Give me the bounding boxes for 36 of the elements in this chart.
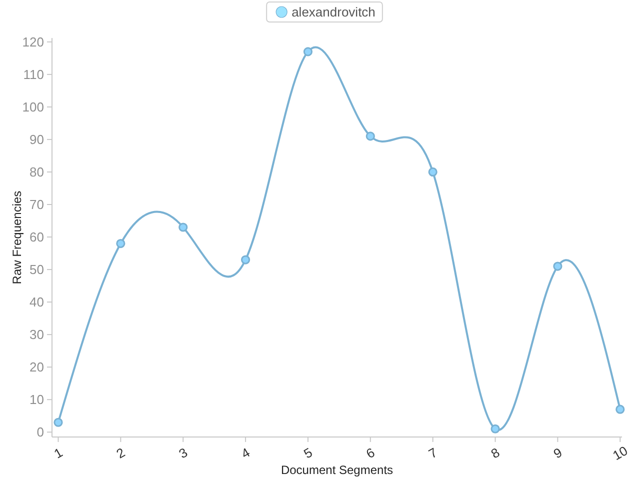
x-tick-label: 10 — [610, 442, 630, 464]
y-tick-label: 10 — [30, 392, 44, 408]
point — [178, 222, 188, 232]
point — [616, 404, 625, 414]
y-tick-label: 120 — [22, 34, 44, 50]
point — [366, 132, 375, 141]
point — [303, 47, 313, 56]
y-tick-label: 110 — [23, 66, 44, 82]
y-tick-label: 0 — [36, 424, 44, 440]
y-tick-label: 70 — [30, 197, 44, 212]
point — [240, 255, 250, 264]
x-tick-label: 8 — [488, 444, 502, 462]
point — [428, 167, 438, 177]
y-tick-label: 60 — [30, 230, 44, 245]
y-tick-label: 30 — [30, 327, 44, 342]
x-axis-title: Document Segments — [280, 463, 394, 477]
x-tick-label: 5 — [301, 444, 315, 462]
point — [116, 238, 126, 248]
y-tick-label: 80 — [30, 164, 44, 180]
y-tick-label: 40 — [30, 294, 44, 310]
y-tick-label: 90 — [30, 132, 44, 148]
y-tick-label: 100 — [22, 99, 44, 114]
x-tick-label: 2 — [114, 444, 128, 462]
point — [54, 418, 63, 427]
x-tick-label: 9 — [550, 444, 565, 462]
y-tick-label: 50 — [30, 262, 44, 278]
x-tick-label: 6 — [364, 444, 378, 462]
y-tick-label: 20 — [30, 360, 44, 375]
x-tick-label: 3 — [176, 444, 190, 462]
legend-label: alexandrovitch — [292, 4, 376, 20]
x-tick-label: 4 — [238, 444, 252, 462]
x-tick-label: 7 — [426, 444, 440, 462]
x-tick-label: 1 — [51, 444, 66, 462]
point — [490, 424, 500, 434]
y-axis-title: Raw Frequencies — [10, 190, 24, 284]
point — [553, 262, 562, 271]
